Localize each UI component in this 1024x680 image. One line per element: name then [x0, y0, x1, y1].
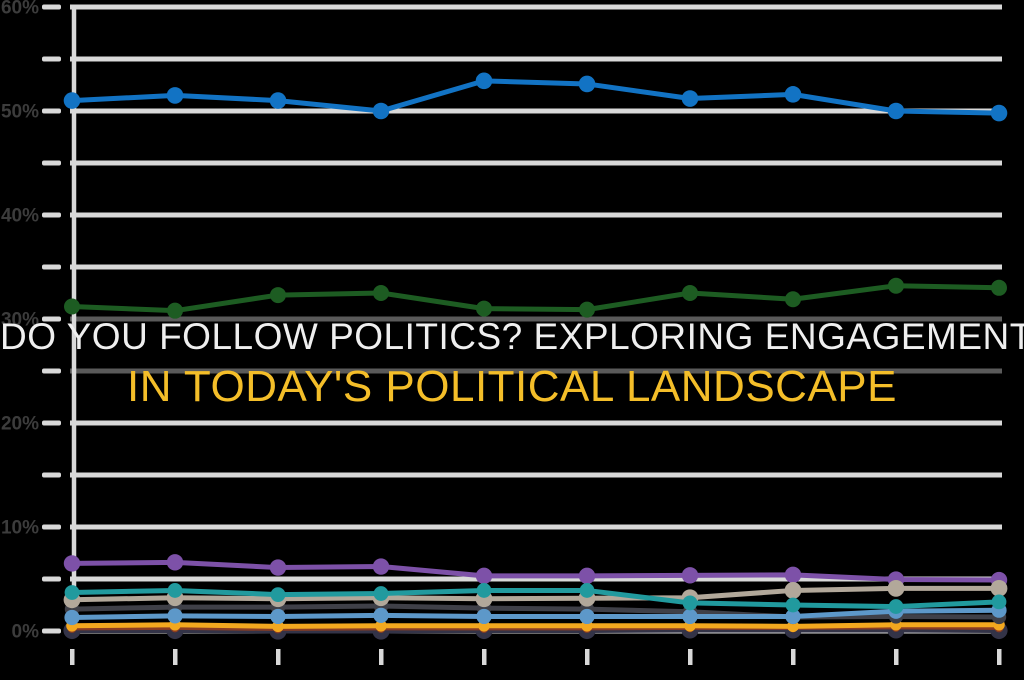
data-point-dark-green-5 — [476, 300, 492, 317]
data-point-steel-blue-4 — [373, 607, 389, 624]
chart-title-line1: DO YOU FOLLOW POLITICS? EXPLORING ENGAGE… — [0, 316, 1024, 357]
y-axis-label-50pct: 50% — [1, 102, 39, 123]
y-axis-tick-30pct — [42, 316, 61, 322]
data-point-blue-8 — [784, 86, 802, 103]
data-point-dark-green-1 — [64, 298, 80, 315]
series-line-orange — [69, 622, 1002, 629]
y-axis-tick-50pct — [42, 108, 61, 114]
data-point-blue-4 — [372, 102, 390, 120]
chart-title-line2: IN TODAY'S POLITICAL LANDSCAPE — [126, 362, 897, 411]
data-point-teal-9 — [888, 599, 904, 614]
data-point-steel-blue-7 — [682, 608, 698, 625]
series-line-tan — [69, 585, 1002, 603]
data-point-steel-blue-6 — [579, 608, 595, 625]
data-point-dark-green-7 — [682, 285, 698, 301]
x-axis-tick-3 — [276, 649, 281, 665]
data-point-steel-blue-8 — [785, 608, 801, 625]
x-axis-tick-9 — [894, 649, 899, 665]
data-point-teal-8 — [785, 597, 801, 613]
data-point-orange-4 — [375, 620, 387, 632]
data-point-blue-9 — [887, 102, 905, 120]
data-point-teal-4 — [373, 586, 389, 601]
data-point-tan-8 — [784, 582, 802, 599]
x-axis-tick-8 — [791, 649, 796, 665]
y-axis-label-0pct: 0% — [12, 622, 40, 643]
data-point-dark-green-3 — [270, 287, 286, 304]
data-point-steel-blue-1 — [64, 609, 80, 626]
data-point-steel-blue-2 — [167, 608, 183, 624]
y-axis-tick-35pct — [42, 264, 61, 270]
series-line-dark-gray — [69, 603, 1002, 620]
data-point-tan-10 — [990, 579, 1008, 597]
data-point-blue-3 — [269, 92, 287, 109]
x-axis-tick-5 — [482, 649, 487, 665]
y-axis-tick-15pct — [42, 472, 61, 478]
data-point-blue-2 — [166, 87, 184, 104]
data-point-dark-green-2 — [167, 302, 183, 319]
data-point-purple-1 — [63, 555, 81, 572]
x-axis-tick-1 — [70, 649, 75, 665]
data-point-blue-6 — [578, 75, 596, 93]
data-point-tan-9 — [887, 579, 905, 597]
data-point-blue-5 — [475, 72, 493, 90]
y-axis-label-20pct: 20% — [1, 414, 39, 435]
y-axis-tick-20pct — [42, 420, 61, 426]
y-axis-label-40pct: 40% — [1, 206, 39, 227]
data-point-teal-1 — [64, 585, 80, 600]
data-point-purple-3 — [269, 559, 287, 576]
data-point-dark-green-4 — [373, 285, 389, 301]
y-axis-tick-25pct — [42, 368, 61, 374]
data-point-steel-blue-5 — [476, 608, 492, 625]
data-point-teal-10 — [991, 594, 1007, 610]
data-point-teal-2 — [167, 583, 183, 598]
y-axis-tick-10pct — [42, 524, 61, 530]
series-line-dark-green — [69, 283, 1002, 314]
data-point-steel-blue-3 — [270, 608, 286, 625]
y-axis-tick-45pct — [42, 160, 61, 166]
series-line-navy — [69, 627, 1002, 634]
y-axis-tick-0pct — [42, 628, 61, 634]
data-point-purple-4 — [372, 558, 390, 575]
data-point-dark-green-8 — [785, 291, 801, 308]
series-line-blue — [69, 78, 1002, 116]
data-point-blue-7 — [681, 90, 699, 107]
data-point-purple-6 — [578, 567, 596, 585]
data-point-dark-green-9 — [888, 277, 904, 294]
series-line-teal — [69, 587, 1002, 610]
x-axis-tick-2 — [173, 649, 178, 665]
data-point-blue-1 — [63, 92, 81, 109]
x-axis-tick-10 — [997, 649, 1002, 665]
data-point-dark-green-6 — [579, 301, 595, 318]
series-line-steel-blue — [69, 607, 1002, 620]
data-point-blue-10 — [990, 104, 1008, 122]
data-point-purple-2 — [166, 554, 184, 571]
data-point-teal-7 — [682, 595, 698, 611]
data-point-teal-5 — [476, 583, 492, 598]
y-axis-label-30pct: 30% — [1, 310, 39, 331]
series-line-purple — [69, 559, 1002, 583]
x-axis-tick-4 — [379, 649, 384, 665]
data-point-dark-green-10 — [991, 279, 1007, 296]
data-point-purple-5 — [475, 567, 493, 585]
y-axis-tick-5pct — [42, 576, 61, 582]
y-axis-tick-40pct — [42, 212, 61, 218]
x-axis-tick-6 — [585, 649, 590, 665]
y-axis-label-60pct: 60% — [1, 0, 39, 19]
data-point-teal-6 — [579, 583, 595, 598]
x-axis-tick-7 — [688, 649, 693, 665]
data-point-purple-7 — [681, 567, 699, 584]
y-axis-tick-60pct — [42, 4, 61, 10]
y-axis-tick-55pct — [42, 56, 61, 62]
y-axis-label-10pct: 10% — [1, 518, 39, 539]
data-point-purple-8 — [784, 566, 802, 584]
data-point-teal-3 — [270, 587, 286, 602]
